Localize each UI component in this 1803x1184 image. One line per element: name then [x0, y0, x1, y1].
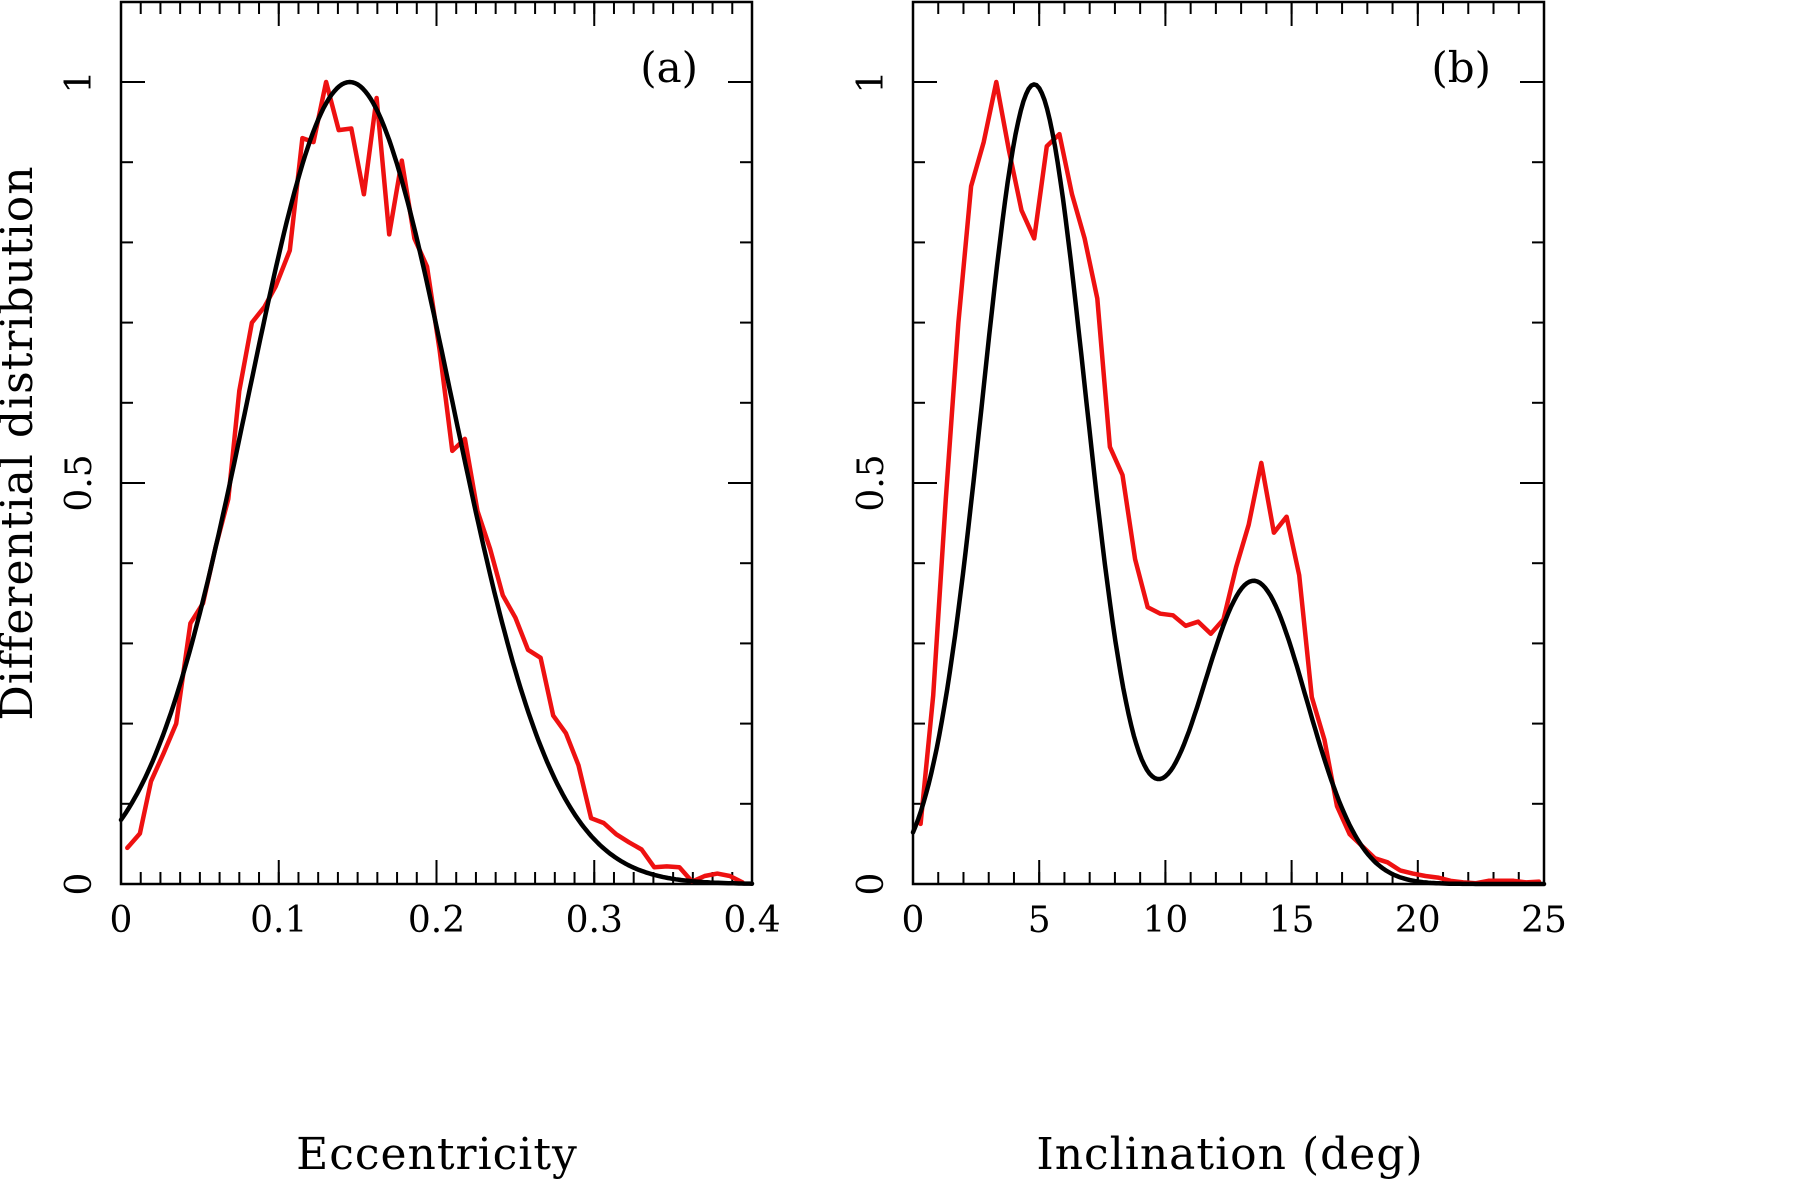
panel-b-observed-curve — [918, 79, 1542, 886]
panel-a-y-tick-label: 1 — [59, 71, 100, 94]
panel-b: Inclination (deg) (b) 0 5 10 15 20 25 0 0.5 1 — [851, 0, 1567, 1180]
panel-b-y-tick-label: 0 — [851, 873, 892, 896]
panel-b-model-curve — [910, 82, 1547, 887]
panel-b-x-axis-title: Inclination (deg) — [1036, 1129, 1423, 1180]
y-axis-title: Differential distribution — [0, 165, 43, 720]
panel-a-x-tick-label: 0.4 — [723, 900, 780, 941]
panel-b-y-tick-label: 1 — [851, 71, 892, 94]
panel-a-y-tick-label: 0 — [59, 873, 100, 896]
panel-b-x-tick-label: 15 — [1269, 900, 1315, 941]
panel-a-x-tick-label: 0.1 — [250, 900, 307, 941]
panel-a: Eccentricity (a) 0 0.1 0.2 0.3 0.4 0 0.5 1 — [59, 0, 781, 1180]
panel-a-x-tick-label: 0 — [110, 900, 133, 941]
panel-b-label: (b) — [1431, 43, 1491, 92]
panel-b-x-tick-label: 20 — [1395, 900, 1441, 941]
panel-a-x-tick-label: 0.3 — [566, 900, 623, 941]
panel-a-observed-curve — [125, 79, 745, 885]
panel-a-x-tick-label: 0.2 — [408, 900, 465, 941]
panel-a-label: (a) — [640, 43, 698, 92]
panel-b-x-tick-label: 5 — [1028, 900, 1051, 941]
panel-b-x-tick-label: 10 — [1142, 900, 1188, 941]
panel-b-x-tick-label: 25 — [1521, 900, 1567, 941]
panel-a-model-curve — [118, 79, 755, 886]
panel-a-y-tick-label: 0.5 — [59, 454, 100, 511]
panel-b-x-tick-label: 0 — [902, 900, 925, 941]
panel-b-y-tick-label: 0.5 — [851, 454, 892, 511]
panel-a-x-axis-title: Eccentricity — [296, 1129, 578, 1180]
panel-b-plot-frame — [911, 0, 1546, 886]
panel-a-plot-frame — [119, 0, 754, 886]
